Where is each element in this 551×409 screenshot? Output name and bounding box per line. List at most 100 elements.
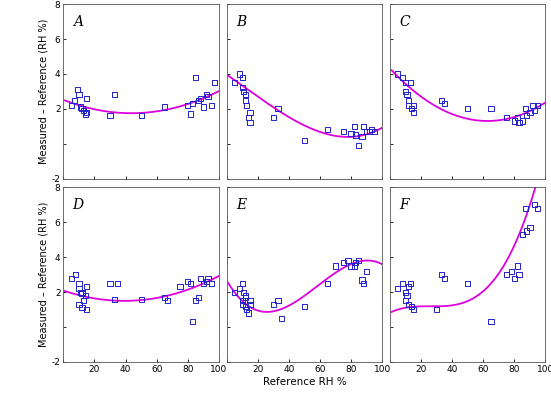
Point [114, 280, 122, 287]
Point [274, 106, 283, 112]
Point [195, 294, 203, 301]
Point [199, 104, 208, 110]
Point [398, 74, 407, 81]
Point [188, 100, 197, 107]
Point [528, 102, 537, 109]
Point [196, 95, 204, 101]
Point [331, 263, 340, 269]
Point [409, 102, 418, 109]
Point [404, 102, 413, 109]
Point [277, 315, 285, 321]
Point [241, 97, 250, 103]
Point [515, 119, 523, 126]
Point [82, 283, 91, 290]
Point [350, 123, 359, 130]
Point [401, 79, 410, 86]
Point [358, 276, 366, 283]
Point [440, 275, 449, 281]
Point [241, 294, 250, 301]
Point [463, 280, 472, 287]
Point [440, 100, 449, 107]
Point [359, 280, 368, 287]
Point [81, 292, 90, 299]
Point [70, 97, 79, 103]
Point [409, 109, 418, 116]
Point [406, 79, 414, 86]
Point [160, 104, 169, 110]
Point [367, 126, 376, 133]
Point [513, 114, 522, 121]
Point [518, 118, 527, 124]
Point [522, 228, 531, 234]
Point [404, 97, 413, 103]
Point [72, 272, 80, 278]
Point [241, 292, 250, 299]
Point [239, 289, 248, 295]
Point [210, 79, 219, 86]
Point [183, 279, 192, 285]
Point [242, 102, 251, 109]
Point [401, 298, 410, 304]
Point [78, 289, 87, 295]
Point [502, 114, 511, 121]
Point [235, 71, 244, 77]
Text: A: A [73, 15, 83, 29]
Point [347, 263, 355, 269]
Point [76, 289, 85, 295]
Text: E: E [236, 198, 246, 212]
Point [432, 306, 441, 313]
Point [518, 231, 527, 238]
Point [409, 306, 418, 313]
X-axis label: Reference RH %: Reference RH % [263, 377, 346, 387]
Point [300, 137, 309, 144]
Point [530, 107, 539, 114]
Point [362, 268, 371, 274]
Point [339, 259, 348, 266]
Point [78, 291, 87, 297]
Point [487, 106, 495, 112]
Point [203, 275, 212, 281]
Point [74, 92, 83, 98]
Point [230, 289, 239, 295]
Point [533, 102, 542, 109]
Point [513, 263, 522, 269]
Point [67, 275, 75, 281]
Point [241, 92, 250, 98]
Point [522, 112, 531, 119]
Point [507, 268, 516, 274]
Point [526, 224, 534, 231]
Point [403, 292, 412, 299]
Point [74, 280, 83, 287]
Point [230, 79, 239, 86]
Point [82, 95, 91, 101]
Point [246, 109, 255, 116]
Point [487, 319, 495, 325]
Point [73, 86, 82, 93]
Point [354, 257, 363, 264]
Point [401, 88, 410, 94]
Point [238, 85, 247, 91]
Point [242, 306, 251, 313]
Point [238, 74, 247, 81]
Point [274, 298, 283, 304]
Point [79, 107, 88, 114]
Point [79, 298, 88, 304]
Point [76, 104, 85, 110]
Point [82, 306, 91, 313]
Point [207, 102, 215, 109]
Point [323, 126, 332, 133]
Point [404, 301, 413, 308]
Point [344, 257, 353, 264]
Point [393, 285, 402, 292]
Point [530, 202, 539, 208]
Point [352, 132, 360, 138]
Point [191, 298, 200, 304]
Point [533, 205, 542, 211]
Point [398, 280, 407, 287]
Point [244, 310, 253, 316]
Point [526, 109, 534, 116]
Point [502, 272, 511, 278]
Point [239, 88, 248, 94]
Point [207, 280, 215, 287]
Y-axis label: Measured – Reference (RH %): Measured – Reference (RH %) [39, 202, 49, 347]
